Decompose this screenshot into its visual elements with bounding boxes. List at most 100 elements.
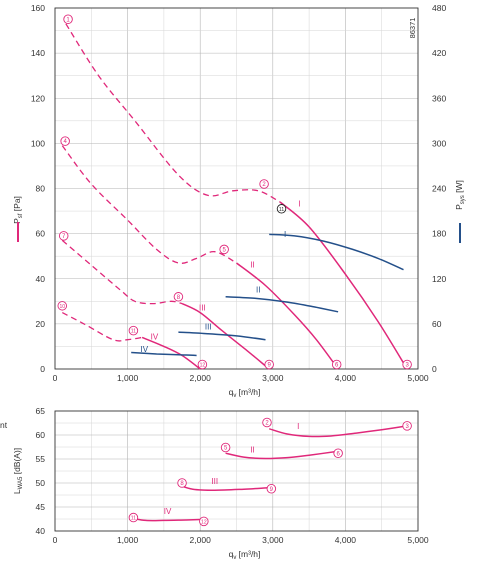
operating-point-marker-8-label: 8 xyxy=(177,295,181,301)
bottom-side-text: nt xyxy=(0,420,8,430)
sound-curve-label-II: II xyxy=(250,445,254,454)
operating-point-marker-8: 8 xyxy=(173,292,184,302)
power-curve-III xyxy=(178,331,266,341)
operating-point-marker-5: 5 xyxy=(219,244,229,255)
top-y-tick-label: 160 xyxy=(31,3,45,13)
pressure-curve-I-dashed xyxy=(65,23,281,203)
top-x-tick-label: 2,000 xyxy=(190,373,212,383)
bottom-y-tick-label: 40 xyxy=(36,526,46,536)
sound-curve-I xyxy=(268,425,408,438)
top-y2-axis-label: Psys [W] xyxy=(454,180,466,210)
operating-point-marker-1: 1 xyxy=(63,14,73,25)
operating-point-marker-2: 2 xyxy=(259,179,269,189)
bottom-x-axis-label: qv [m³/h] xyxy=(229,549,261,561)
bottom-y-axis-label: LWA5 [dB(A)] xyxy=(12,448,24,494)
operating-point-marker-6-circle xyxy=(331,359,342,370)
figure-number: 86371 xyxy=(408,18,417,39)
sound-point-marker-6: 6 xyxy=(333,448,343,458)
top-y-tick-label: 140 xyxy=(31,48,45,58)
sound-point-marker-11-circle xyxy=(128,512,139,523)
operating-point-marker-1-label: 1 xyxy=(66,17,70,23)
bottom-x-tick-label: 4,000 xyxy=(335,535,357,545)
sound-curve-II xyxy=(225,450,339,460)
sound-point-marker-3: 3 xyxy=(402,421,412,431)
top-y2-tick-label: 120 xyxy=(432,274,446,284)
power-curve-label-III: III xyxy=(205,323,212,332)
pressure-curve-label-IV: IV xyxy=(151,333,159,342)
operating-point-marker-5-circle xyxy=(219,244,229,255)
sound-point-marker-6-circle xyxy=(333,448,343,458)
sound-curve-label-III: III xyxy=(211,477,218,486)
sound-point-marker-11-label: 11 xyxy=(131,516,136,522)
bottom-y-tick-label: 60 xyxy=(36,430,46,440)
top-y-tick-label: 60 xyxy=(36,229,46,239)
bottom-grid xyxy=(55,411,418,531)
top-x-tick-label: 1,000 xyxy=(117,373,139,383)
bottom-plot-frame xyxy=(54,410,419,532)
top-y-axis-label: Psf [Pa] xyxy=(12,196,24,224)
pressure-curve-II xyxy=(236,262,339,370)
top-x-tick-label: 3,000 xyxy=(262,373,284,383)
operating-point-marker-5-label: 5 xyxy=(222,248,226,254)
operating-point-marker-3: 3 xyxy=(402,359,412,370)
operating-point-marker-11: 11 xyxy=(276,204,287,214)
top-plot-frame xyxy=(54,7,419,370)
operating-point-marker-9-circle xyxy=(264,359,274,370)
top-y2-tick-label: 360 xyxy=(432,93,446,103)
operating-point-marker-12: 12 xyxy=(197,359,208,370)
top-y-tick-label: 40 xyxy=(36,274,46,284)
pressure-curve-III xyxy=(181,302,270,370)
operating-point-marker-6-label: 6 xyxy=(335,363,339,369)
operating-point-marker-1-circle xyxy=(63,14,73,25)
operating-point-marker-11-label: 11 xyxy=(131,329,136,335)
top-x-tick-label: 5,000 xyxy=(407,373,429,383)
bottom-x-tick-label: 1,000 xyxy=(117,535,139,545)
operating-point-marker-7-circle xyxy=(58,231,69,241)
top-y2-tick-label: 420 xyxy=(432,48,446,58)
bottom-x-tick-label: 3,000 xyxy=(262,535,284,545)
top-y2-tick-label: 240 xyxy=(432,184,446,194)
bottom-x-tick-label: 2,000 xyxy=(190,535,212,545)
top-y2-tick-label: 480 xyxy=(432,3,446,13)
operating-point-marker-7-label: 7 xyxy=(62,234,66,240)
sound-point-marker-3-label: 3 xyxy=(405,424,409,430)
sound-curve-IV xyxy=(133,517,201,522)
sound-point-marker-12: 12 xyxy=(199,516,209,527)
operating-point-marker-4-circle xyxy=(60,136,70,146)
operating-point-marker-4-label: 4 xyxy=(63,139,67,145)
sound-point-marker-9-label: 9 xyxy=(270,487,274,493)
sound-point-marker-6-label: 6 xyxy=(336,451,340,457)
top-y-tick-label: 100 xyxy=(31,138,45,148)
operating-point-marker-3-label: 3 xyxy=(405,363,409,369)
sound-point-marker-2: 2 xyxy=(262,417,272,428)
sound-point-marker-5-label: 5 xyxy=(224,446,228,452)
sound-curve-III xyxy=(178,484,270,491)
operating-point-marker-9: 9 xyxy=(264,359,274,370)
operating-point-marker-3-circle xyxy=(402,359,412,370)
pressure-curve-IV-dashed xyxy=(61,312,143,342)
sound-point-marker-2-label: 2 xyxy=(265,421,269,427)
pressure-curve-IV xyxy=(141,336,201,370)
operating-point-marker-12-label: 12 xyxy=(200,363,206,369)
top-x-axis-label: qv [m³/h] xyxy=(229,387,261,399)
sound-point-marker-12-label: 12 xyxy=(201,520,207,526)
power-curve-label-II: II xyxy=(256,285,260,294)
operating-point-marker-6: 6 xyxy=(331,359,342,370)
bottom-y-tick-label: 55 xyxy=(36,454,46,464)
operating-point-marker-4: 4 xyxy=(60,136,70,146)
pressure-curve-label-III: III xyxy=(199,303,206,312)
bottom-x-tick-label: 0 xyxy=(53,535,58,545)
sound-point-marker-8-circle xyxy=(177,478,187,488)
top-x-tick-label: 0 xyxy=(53,373,58,383)
operating-point-marker-2-label: 2 xyxy=(262,182,266,188)
power-curve-IV xyxy=(131,351,197,357)
operating-point-marker-12-circle xyxy=(197,359,208,370)
bottom-y-tick-label: 45 xyxy=(36,502,46,512)
bottom-x-tick-label: 5,000 xyxy=(407,535,429,545)
operating-point-marker-7: 7 xyxy=(58,231,69,241)
sound-point-marker-5: 5 xyxy=(220,442,231,453)
sound-point-marker-11: 11 xyxy=(128,512,139,523)
sound-point-marker-9-circle xyxy=(266,484,277,494)
